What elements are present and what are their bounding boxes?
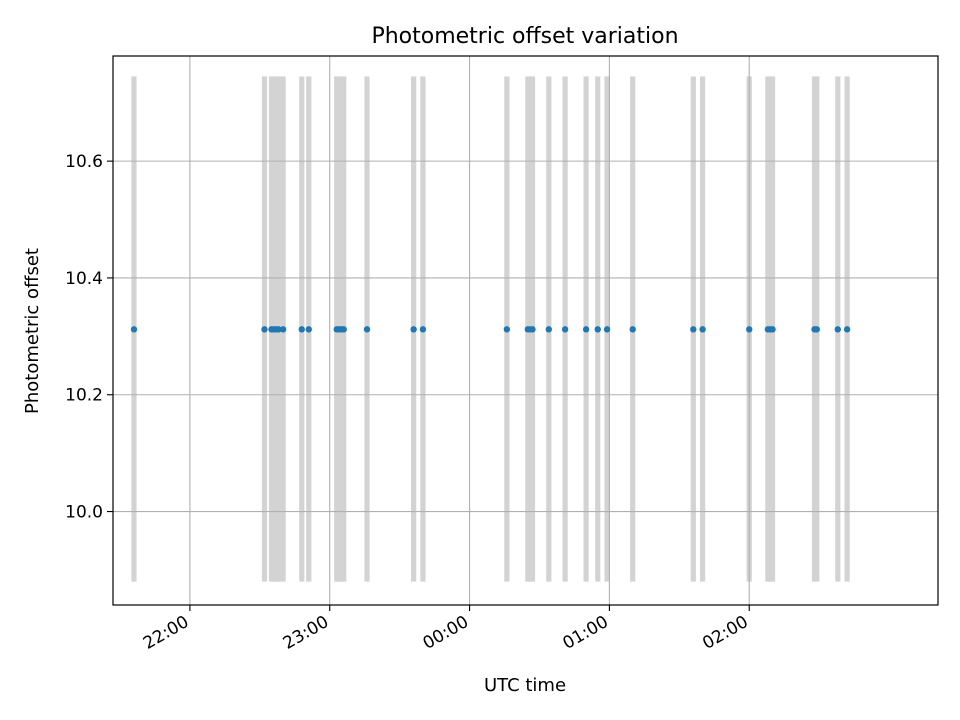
chart-title: Photometric offset variation	[371, 24, 678, 49]
data-point	[582, 326, 590, 333]
y-axis-label: Photometric offset	[22, 248, 43, 414]
data-points	[130, 326, 851, 333]
plot-frame	[112, 55, 939, 606]
y-tick-label: 10.0	[65, 503, 103, 523]
data-point	[261, 326, 268, 333]
data-point	[843, 326, 851, 333]
data-point	[690, 326, 697, 333]
y-tick-label: 10.2	[65, 386, 103, 406]
x-axis-label: UTC time	[484, 675, 566, 696]
data-point	[275, 326, 282, 333]
y-tick-label: 10.4	[65, 269, 103, 289]
data-point	[363, 326, 371, 333]
data-point	[419, 326, 427, 333]
data-point	[545, 326, 553, 333]
data-point	[410, 326, 417, 333]
data-point	[305, 326, 312, 333]
tick-marks	[107, 160, 750, 611]
data-point	[130, 326, 138, 333]
data-point	[340, 326, 347, 333]
grid-lines	[113, 56, 938, 605]
data-point	[629, 326, 636, 333]
data-point	[561, 326, 569, 333]
data-point	[594, 326, 601, 333]
data-point	[699, 326, 706, 333]
data-point	[603, 326, 611, 333]
data-point	[503, 326, 511, 333]
data-point	[769, 326, 776, 333]
data-point	[746, 326, 753, 333]
data-point	[834, 326, 841, 333]
y-tick-label: 10.6	[65, 152, 103, 172]
data-point	[529, 326, 536, 333]
data-point	[813, 326, 821, 333]
data-point	[279, 326, 287, 333]
data-point	[298, 326, 305, 333]
